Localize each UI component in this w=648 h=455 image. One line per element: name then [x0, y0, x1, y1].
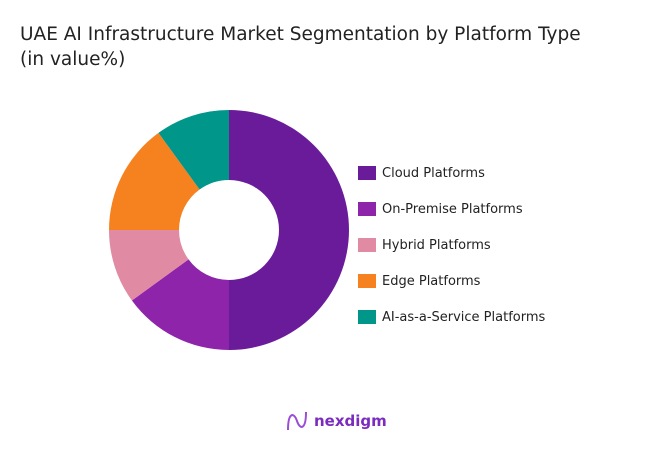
legend-item: Hybrid Platforms [358, 227, 545, 263]
legend-swatch [358, 202, 376, 216]
legend-swatch [358, 274, 376, 288]
chart-title: UAE AI Infrastructure Market Segmentatio… [20, 22, 640, 72]
legend: Cloud Platforms On-Premise Platforms Hybri… [358, 155, 545, 335]
legend-item: Edge Platforms [358, 263, 545, 299]
slice-hybrid-platforms [109, 230, 189, 301]
slice-edge-platforms [109, 132, 200, 230]
subtitle-text: (in value%) [20, 49, 126, 70]
legend-label: AI-as-a-Service Platforms [382, 309, 546, 325]
legend-label: On-Premise Platforms [382, 201, 523, 217]
legend-item: AI-as-a-Service Platforms [358, 299, 545, 335]
legend-item: On-Premise Platforms [358, 191, 545, 227]
slice-cloud-platforms [229, 110, 349, 350]
legend-item: Cloud Platforms [358, 155, 545, 191]
legend-swatch [358, 238, 376, 252]
title-text: UAE AI Infrastructure Market Segmentatio… [20, 24, 581, 45]
nexdigm-logo-icon [287, 411, 307, 431]
legend-swatch [358, 166, 376, 180]
slice-ai-as-a-service-platforms [158, 110, 229, 190]
legend-label: Edge Platforms [382, 273, 481, 289]
legend-label: Cloud Platforms [382, 165, 485, 181]
slice-on-premise-platforms [131, 259, 229, 350]
legend-label: Hybrid Platforms [382, 237, 491, 253]
brand-name: nexdigm [314, 412, 387, 430]
legend-swatch [358, 310, 376, 324]
brand-logo: nexdigm [286, 410, 387, 432]
